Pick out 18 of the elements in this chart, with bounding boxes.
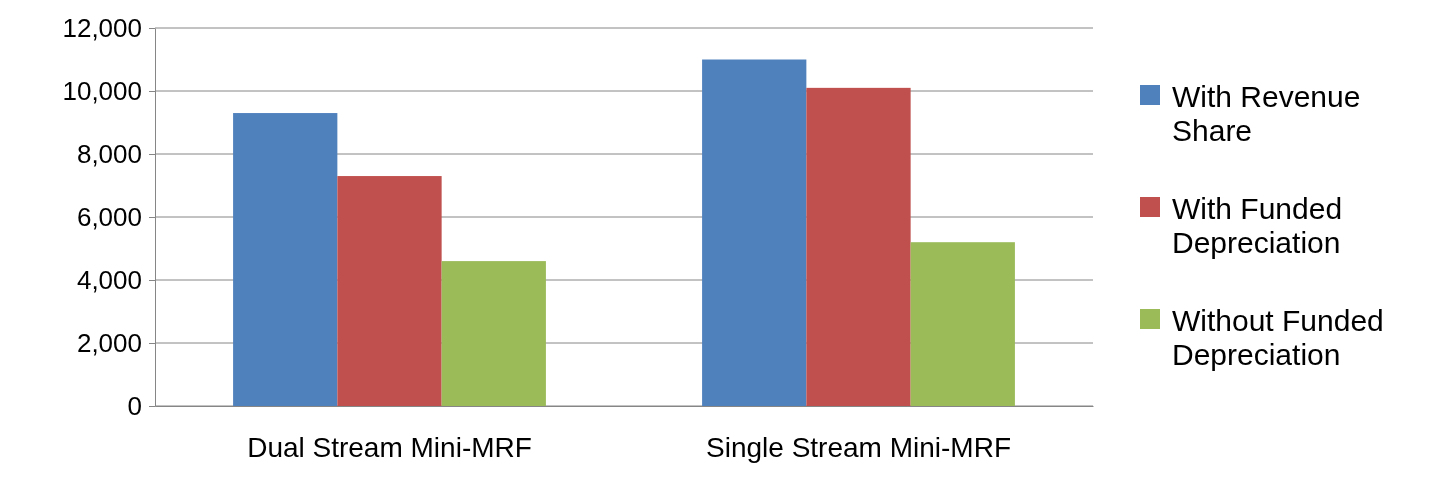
y-tick-label: 4,000 bbox=[76, 264, 142, 295]
y-tick-label: 8,000 bbox=[76, 138, 142, 169]
y-tick-label: 2,000 bbox=[76, 327, 142, 358]
bar bbox=[806, 87, 911, 406]
bar bbox=[441, 261, 546, 406]
bar bbox=[337, 176, 442, 406]
y-tick-label: 6,000 bbox=[76, 201, 142, 232]
x-tick-label: Single Stream Mini-MRF bbox=[706, 432, 1011, 463]
legend-label: With Funded Depreciation bbox=[1172, 192, 1343, 259]
y-tick-label: 12,000 bbox=[62, 12, 142, 43]
bar bbox=[702, 59, 807, 406]
x-tick-label: Dual Stream Mini-MRF bbox=[247, 432, 532, 463]
legend-label: With Revenue Share bbox=[1172, 80, 1361, 147]
y-tick-label: 10,000 bbox=[62, 75, 142, 106]
bar bbox=[910, 242, 1015, 406]
legend-label: Without Funded Depreciation bbox=[1172, 304, 1384, 371]
bar bbox=[233, 113, 338, 406]
y-tick-label: 0 bbox=[127, 390, 142, 421]
